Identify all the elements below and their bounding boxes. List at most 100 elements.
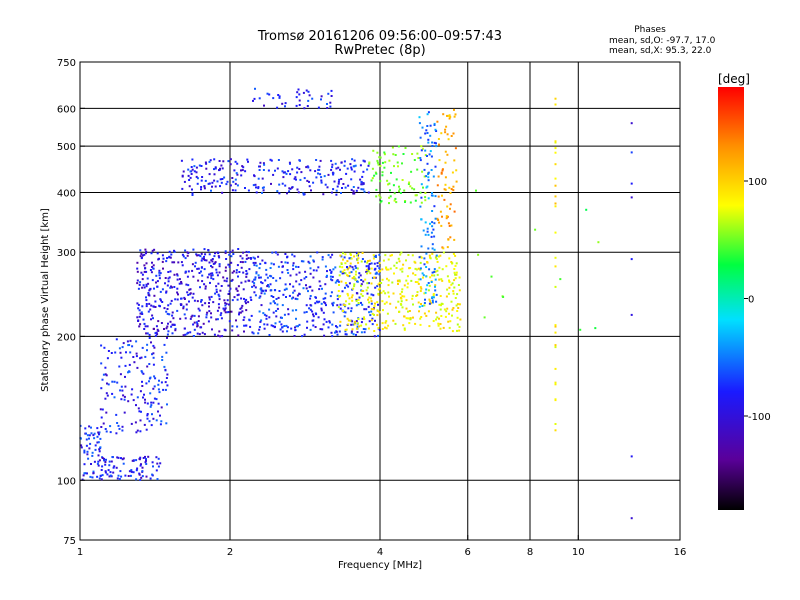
data-point: [306, 320, 309, 323]
data-point: [339, 295, 342, 297]
data-point: [135, 355, 138, 358]
data-point: [233, 270, 235, 273]
data-point: [174, 329, 177, 332]
data-point: [352, 190, 355, 193]
data-point: [444, 315, 447, 318]
data-point: [414, 194, 417, 197]
data-point: [146, 414, 149, 417]
data-point: [171, 261, 174, 264]
data-point: [378, 329, 381, 332]
data-point: [452, 290, 455, 293]
data-point: [559, 278, 562, 281]
data-point: [286, 330, 288, 333]
data-point: [127, 344, 130, 347]
data-point: [435, 311, 438, 314]
data-point: [363, 190, 366, 193]
data-point: [208, 253, 211, 256]
data-point: [431, 192, 433, 194]
data-point: [419, 278, 422, 281]
data-point: [424, 192, 427, 194]
data-point: [191, 269, 194, 272]
data-point: [295, 280, 298, 283]
data-point: [439, 323, 442, 325]
data-point: [446, 246, 449, 249]
data-point: [433, 205, 436, 208]
data-point: [378, 273, 381, 276]
data-point: [253, 257, 256, 260]
data-point: [269, 267, 272, 269]
data-point: [241, 169, 244, 172]
data-point: [345, 333, 348, 336]
data-point: [389, 267, 392, 270]
data-point: [414, 322, 417, 325]
data-point: [378, 253, 381, 256]
data-point: [371, 177, 374, 180]
data-point: [343, 272, 345, 275]
data-point: [272, 296, 275, 298]
data-point: [337, 290, 340, 292]
data-point: [148, 380, 150, 383]
data-point: [295, 325, 298, 328]
data-point: [320, 302, 323, 305]
data-point: [427, 173, 430, 176]
data-point: [364, 260, 366, 263]
data-point: [147, 310, 150, 313]
data-point: [395, 267, 398, 269]
data-point: [450, 300, 453, 303]
data-point: [407, 183, 410, 185]
data-point: [348, 297, 351, 300]
data-point: [218, 298, 221, 301]
data-point: [226, 180, 229, 183]
data-point: [266, 276, 269, 279]
data-point: [243, 297, 245, 300]
data-point: [179, 317, 182, 320]
data-point: [229, 184, 232, 187]
data-point: [262, 189, 265, 192]
data-point: [155, 274, 158, 277]
data-point: [434, 278, 437, 281]
data-point: [309, 272, 312, 275]
data-point: [161, 260, 164, 263]
data-point: [436, 217, 439, 220]
data-point: [215, 271, 218, 274]
data-point: [367, 191, 370, 194]
data-point: [106, 382, 108, 385]
data-point: [140, 356, 143, 359]
data-point: [127, 400, 130, 403]
data-point: [458, 303, 461, 306]
data-point: [121, 389, 124, 392]
data-point: [456, 329, 458, 332]
data-point: [237, 275, 239, 278]
data-point: [109, 474, 112, 477]
data-point: [89, 442, 92, 445]
data-point: [213, 179, 216, 182]
data-point: [360, 279, 363, 281]
data-point: [285, 172, 288, 175]
data-point: [298, 283, 301, 286]
data-point: [151, 353, 153, 356]
data-point: [278, 320, 281, 323]
data-point: [452, 307, 455, 309]
data-point: [108, 475, 111, 478]
data-point: [198, 309, 201, 312]
data-point: [357, 276, 360, 279]
data-point: [147, 294, 150, 296]
data-point: [422, 276, 424, 279]
data-point: [191, 188, 193, 191]
data-point: [448, 257, 451, 260]
data-point: [142, 318, 145, 321]
data-point: [357, 298, 360, 301]
data-point: [211, 272, 214, 275]
data-point: [92, 470, 95, 473]
data-point: [104, 397, 107, 400]
data-point: [398, 188, 401, 191]
data-point: [147, 282, 150, 285]
data-point: [419, 267, 422, 270]
data-point: [98, 477, 101, 480]
data-point: [444, 150, 447, 153]
data-point: [211, 181, 214, 184]
data-point: [187, 168, 190, 171]
data-point: [177, 293, 179, 296]
data-point: [149, 392, 152, 395]
data-point: [320, 179, 323, 182]
